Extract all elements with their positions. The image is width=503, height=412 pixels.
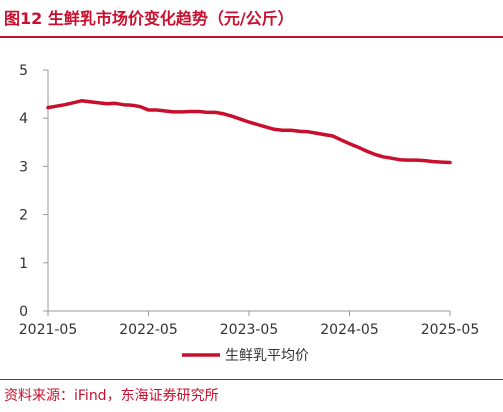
- data-point: [256, 123, 258, 126]
- data-point: [399, 159, 401, 161]
- x-tick-label: 2025-05: [421, 322, 480, 338]
- x-tick-label: 2023-05: [220, 322, 279, 338]
- y-tick-label: 3: [19, 159, 28, 175]
- series-layer: [46, 99, 452, 165]
- data-point: [432, 161, 434, 163]
- data-point: [273, 128, 275, 130]
- data-point: [340, 139, 342, 141]
- y-tick-label: 1: [19, 256, 28, 272]
- data-point: [415, 159, 418, 161]
- data-point: [231, 115, 233, 117]
- data-point: [290, 129, 292, 131]
- data-point: [72, 102, 74, 104]
- data-point: [265, 126, 267, 128]
- data-point: [89, 101, 91, 103]
- x-tick-label: 2024-05: [320, 322, 379, 338]
- x-tick-label: 2021-05: [19, 322, 78, 338]
- data-point: [365, 150, 367, 152]
- x-tick-label: 2022-05: [119, 322, 178, 338]
- data-point: [357, 146, 359, 148]
- data-point: [47, 107, 49, 109]
- data-point: [64, 104, 66, 106]
- data-point: [181, 111, 183, 113]
- data-point: [206, 111, 208, 113]
- data-point: [164, 110, 166, 112]
- data-point: [122, 104, 124, 106]
- price-line-chart: 0 1 2 3 4 5 2021-05 2022-05 2023-05 2024-05 2025-0…: [19, 63, 480, 364]
- data-point: [323, 134, 325, 136]
- data-point: [298, 130, 300, 132]
- data-point: [390, 157, 392, 159]
- data-point: [315, 132, 317, 134]
- data-point: [139, 106, 141, 108]
- data-point: [441, 161, 443, 163]
- data-point: [248, 121, 250, 123]
- title-divider: [0, 36, 503, 38]
- data-point: [348, 143, 351, 145]
- data-point: [198, 110, 200, 113]
- data-point: [424, 160, 426, 162]
- legend-label: 生鲜乳平均价: [225, 348, 309, 364]
- data-point: [55, 105, 58, 107]
- y-tick-label: 0: [19, 304, 28, 320]
- data-point: [449, 161, 451, 164]
- data-point: [214, 111, 217, 113]
- y-tick-label: 2: [19, 208, 28, 224]
- data-point: [173, 111, 175, 113]
- chart-axes: 0 1 2 3 4 5 2021-05 2022-05 2023-05 2024-05 2025-0…: [19, 63, 480, 338]
- chart-legend: 生鲜乳平均价: [182, 348, 309, 364]
- data-point: [281, 129, 284, 131]
- data-point: [147, 109, 150, 111]
- data-point: [189, 110, 191, 113]
- y-tick-label: 4: [19, 111, 28, 127]
- figure-title: 图12 生鲜乳市场价变化趋势（元/公斤）: [4, 9, 294, 28]
- data-point: [240, 118, 242, 120]
- series-line: [46, 99, 452, 165]
- data-point: [223, 113, 225, 115]
- data-point: [407, 159, 409, 161]
- y-tick-label: 5: [19, 63, 28, 79]
- data-point: [382, 156, 384, 158]
- data-point: [80, 100, 83, 102]
- data-point: [374, 153, 376, 155]
- data-point: [114, 102, 116, 104]
- data-point: [106, 103, 108, 105]
- data-point: [131, 104, 133, 106]
- footer-divider: [0, 379, 503, 380]
- data-point: [307, 131, 309, 133]
- data-point: [156, 109, 158, 111]
- source-note: 资料来源：iFind，东海证券研究所: [4, 388, 219, 404]
- data-point: [97, 102, 99, 104]
- data-point: [332, 135, 334, 137]
